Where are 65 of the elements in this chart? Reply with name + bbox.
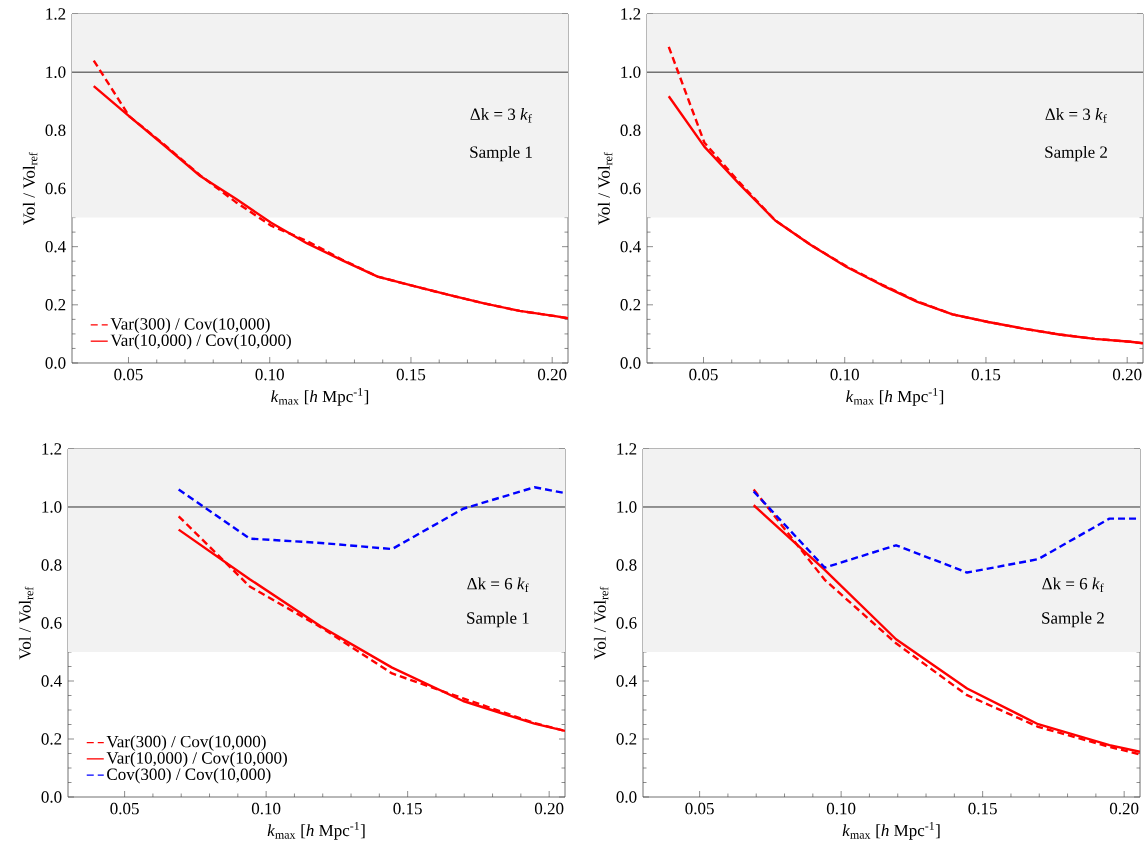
y-tick-label: 1.0 bbox=[46, 66, 66, 78]
y-axis-title: Vol / Vol$_{ref}$ bbox=[593, 586, 609, 660]
x-tick-label: 0.15 bbox=[393, 802, 422, 815]
x-tick-label: 0.10 bbox=[251, 802, 281, 815]
y-axis-title: Vol / Vol$_{ref}$ bbox=[597, 152, 613, 226]
y-tick-label: 1.2 bbox=[621, 8, 641, 20]
annotation: Sample 1 bbox=[467, 611, 529, 628]
x-tick-label: 0.10 bbox=[826, 802, 856, 815]
x-axis-title: k$_{max}$ [h Mpc$^{-1}$] bbox=[846, 387, 944, 406]
y-tick-label: 1.0 bbox=[42, 501, 62, 513]
y-tick-label: 0.8 bbox=[41, 559, 62, 571]
x-tick-label: 0.20 bbox=[537, 368, 567, 381]
legend-label: Var(300) / Cov(10,000) bbox=[106, 735, 266, 751]
x-tick-label: 0.20 bbox=[1109, 802, 1139, 815]
x-axis-title: k$_{max}$ [h Mpc$^{-1}$] bbox=[267, 821, 365, 840]
y-tick-label: 0.6 bbox=[620, 182, 641, 195]
annotation: Δk = 3 k$_{f}$ bbox=[470, 108, 532, 123]
y-tick-label: 0.0 bbox=[45, 357, 66, 369]
y-tick-label: 0.6 bbox=[45, 182, 66, 195]
legend-label: Var(300) / Cov(10,000) bbox=[110, 317, 270, 334]
annotation: Δk = 6 k$_{f}$ bbox=[467, 577, 529, 592]
y-axis-title: Vol / Vol$_{ref}$ bbox=[18, 586, 34, 660]
x-tick-label: 0.05 bbox=[114, 368, 143, 381]
x-tick-label: 0.20 bbox=[534, 802, 564, 815]
y-tick-label: 0.0 bbox=[41, 791, 62, 803]
y-tick-label: 0.4 bbox=[616, 675, 637, 687]
y-tick-label: 1.2 bbox=[42, 443, 62, 455]
x-tick-label: 0.15 bbox=[971, 368, 1001, 381]
y-tick-label: 0.4 bbox=[41, 675, 62, 687]
annotation: Sample 1 bbox=[470, 145, 532, 162]
annotation: Δk = 3 k$_{f}$ bbox=[1045, 108, 1107, 123]
y-tick-label: 0.0 bbox=[616, 791, 637, 803]
x-axis-title: k$_{max}$ [h Mpc$^{-1}$] bbox=[842, 821, 940, 840]
annotation: Sample 2 bbox=[1045, 145, 1107, 162]
y-tick-label: 0.2 bbox=[620, 299, 641, 311]
y-tick-label: 0.4 bbox=[45, 240, 66, 253]
y-tick-label: 0.0 bbox=[620, 357, 641, 369]
y-tick-label: 1.2 bbox=[617, 443, 637, 455]
y-tick-label: 0.8 bbox=[45, 124, 66, 137]
x-tick-label: 0.05 bbox=[110, 802, 139, 815]
x-tick-label: 0.15 bbox=[396, 368, 426, 381]
y-tick-label: 0.8 bbox=[620, 124, 641, 137]
y-tick-label: 1.0 bbox=[617, 501, 637, 513]
y-tick-label: 1.0 bbox=[621, 66, 641, 78]
legend-label: Var(10,000) / Cov(10,000) bbox=[110, 333, 291, 350]
x-tick-label: 0.10 bbox=[830, 368, 859, 381]
y-tick-label: 1.2 bbox=[46, 8, 66, 20]
annotation: Sample 2 bbox=[1042, 611, 1104, 628]
y-tick-label: 0.6 bbox=[41, 617, 62, 629]
x-tick-label: 0.15 bbox=[968, 802, 997, 815]
y-tick-label: 0.8 bbox=[616, 559, 637, 571]
x-tick-label: 0.10 bbox=[255, 368, 284, 381]
x-tick-label: 0.05 bbox=[689, 368, 718, 381]
y-tick-label: 0.6 bbox=[616, 617, 637, 629]
x-axis-title: k$_{max}$ [h Mpc$^{-1}$] bbox=[271, 387, 369, 406]
y-tick-label: 0.2 bbox=[45, 299, 66, 311]
y-axis-title: Vol / Vol$_{ref}$ bbox=[22, 152, 38, 226]
x-tick-label: 0.05 bbox=[685, 802, 714, 815]
legend-label: Cov(300) / Cov(10,000) bbox=[107, 768, 271, 784]
y-tick-label: 0.2 bbox=[41, 733, 62, 745]
annotation: Δk = 6 k$_{f}$ bbox=[1042, 577, 1104, 592]
legend-label: Var(10,000) / Cov(10,000) bbox=[106, 751, 287, 768]
y-tick-label: 0.4 bbox=[620, 240, 641, 253]
x-tick-label: 0.20 bbox=[1112, 368, 1142, 381]
y-tick-label: 0.2 bbox=[616, 733, 637, 745]
